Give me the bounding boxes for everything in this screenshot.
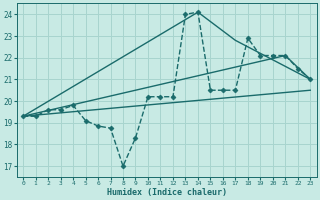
X-axis label: Humidex (Indice chaleur): Humidex (Indice chaleur)	[107, 188, 227, 197]
